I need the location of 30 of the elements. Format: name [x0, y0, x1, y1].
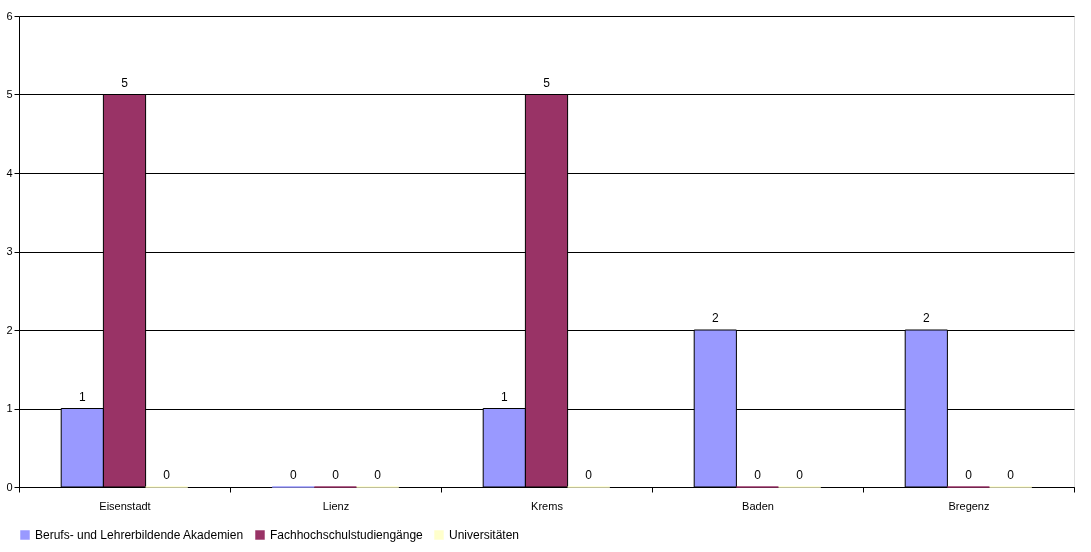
legend-label: Berufs- und Lehrerbildende Akademien: [35, 528, 244, 542]
y-tick-label: 0: [6, 480, 13, 493]
x-tick-label: Bregenz: [948, 499, 990, 512]
y-tick-label: 2: [6, 323, 13, 336]
data-label: 0: [374, 468, 382, 482]
x-tick-label: Baden: [742, 499, 774, 512]
y-tick-label: 6: [6, 9, 13, 22]
data-label: 0: [796, 468, 804, 482]
data-label: 0: [1007, 468, 1015, 482]
data-label: 5: [543, 75, 551, 90]
data-label: 0: [585, 468, 593, 482]
x-tick-label: Lienz: [322, 499, 350, 512]
data-label: 1: [500, 389, 508, 404]
y-tick-label: 3: [6, 245, 13, 257]
y-tick-label: 5: [6, 88, 13, 100]
y-tick-label: 4: [6, 166, 13, 179]
data-label: 0: [965, 468, 973, 482]
y-tick-label: 1: [6, 402, 13, 414]
x-tick-label: Eisenstadt: [99, 499, 151, 512]
data-label: 1: [78, 389, 86, 404]
legend-label: Fachhochschulstudiengänge: [270, 528, 424, 542]
data-label: 5: [121, 75, 129, 90]
data-label: 0: [289, 468, 297, 482]
data-label: 2: [711, 311, 719, 325]
data-label: 2: [922, 311, 930, 325]
data-label: 0: [754, 468, 762, 482]
data-label: 0: [332, 468, 340, 482]
legend-label: Universitäten: [449, 528, 520, 542]
data-label: 0: [163, 468, 171, 482]
x-tick-label: Krems: [531, 499, 564, 512]
